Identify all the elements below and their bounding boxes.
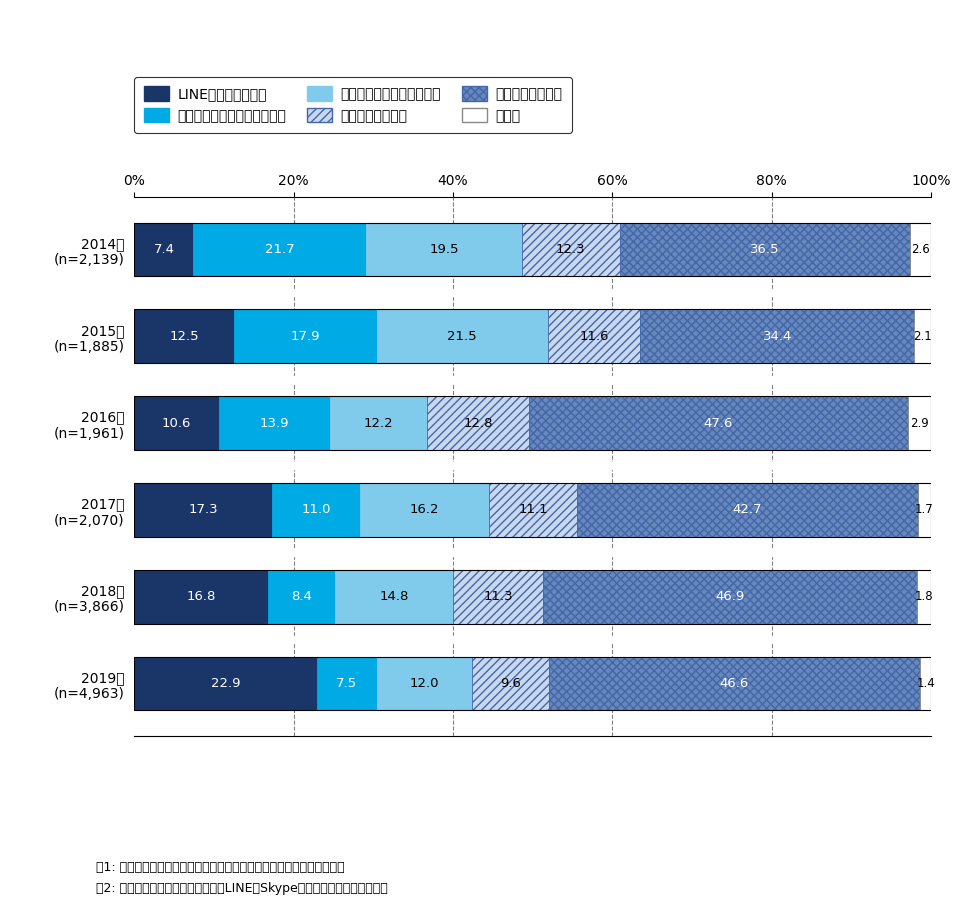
Bar — [134, 483, 931, 536]
Text: 16.8: 16.8 — [186, 590, 216, 603]
Bar — [329, 396, 427, 450]
Text: 2.6: 2.6 — [911, 243, 930, 256]
Bar — [453, 570, 543, 623]
Text: 11.1: 11.1 — [518, 503, 548, 517]
Bar — [134, 657, 931, 710]
Bar — [268, 570, 335, 623]
Text: 1.7: 1.7 — [915, 503, 934, 517]
Text: 12.0: 12.0 — [410, 677, 439, 690]
Text: 12.2: 12.2 — [364, 416, 393, 430]
Text: 12.5: 12.5 — [169, 330, 199, 343]
Text: 13.9: 13.9 — [259, 416, 289, 430]
Bar — [367, 222, 521, 276]
Text: 注1: スマホ・ケータイ所有者で，それぞれの連絡相手がいる人が回答。
注2: スマホ・ケータイでの通話は，LINEやSkypeなどを用いた通話も含む。
注3:「: 注1: スマホ・ケータイ所有者で，それぞれの連絡相手がいる人が回答。 注2: ス… — [96, 861, 466, 897]
Text: 22.9: 22.9 — [211, 677, 240, 690]
Bar — [543, 570, 917, 623]
Text: 10.6: 10.6 — [162, 416, 191, 430]
Text: 9.6: 9.6 — [500, 677, 521, 690]
Bar — [376, 657, 472, 710]
Bar — [134, 396, 931, 450]
Text: 46.6: 46.6 — [720, 677, 749, 690]
Text: 7.4: 7.4 — [154, 243, 175, 256]
Text: 2.9: 2.9 — [910, 416, 929, 430]
Bar — [134, 657, 317, 710]
Text: 17.3: 17.3 — [188, 503, 218, 517]
Text: 2.1: 2.1 — [914, 330, 932, 343]
Text: 17.9: 17.9 — [291, 330, 320, 343]
Text: 36.5: 36.5 — [751, 243, 780, 256]
Bar — [920, 657, 931, 710]
Bar — [234, 309, 376, 363]
Text: 47.6: 47.6 — [704, 416, 733, 430]
Bar — [134, 570, 931, 623]
Bar — [577, 483, 918, 536]
Text: 12.8: 12.8 — [463, 416, 492, 430]
Bar — [619, 222, 910, 276]
Bar — [335, 570, 453, 623]
Bar — [640, 309, 915, 363]
Text: 34.4: 34.4 — [763, 330, 792, 343]
Bar — [360, 483, 489, 536]
Text: 1.8: 1.8 — [915, 590, 933, 603]
Text: 21.7: 21.7 — [265, 243, 295, 256]
Bar — [134, 396, 219, 450]
Text: 14.8: 14.8 — [379, 590, 409, 603]
Text: 46.9: 46.9 — [715, 590, 745, 603]
Text: 16.2: 16.2 — [410, 503, 439, 517]
Bar — [548, 309, 640, 363]
Bar — [134, 309, 931, 363]
Text: 11.6: 11.6 — [580, 330, 609, 343]
Bar — [193, 222, 367, 276]
Text: 1.4: 1.4 — [916, 677, 935, 690]
Bar — [134, 222, 931, 276]
Text: 11.0: 11.0 — [301, 503, 331, 517]
Bar — [910, 222, 931, 276]
Bar — [918, 483, 931, 536]
Bar — [489, 483, 577, 536]
Bar — [273, 483, 360, 536]
Bar — [915, 309, 931, 363]
Bar — [134, 483, 273, 536]
Bar — [317, 657, 376, 710]
Text: 8.4: 8.4 — [291, 590, 312, 603]
Bar — [472, 657, 549, 710]
Bar — [134, 570, 268, 623]
Text: 12.3: 12.3 — [556, 243, 586, 256]
Text: 42.7: 42.7 — [732, 503, 762, 517]
Bar — [376, 309, 548, 363]
Bar — [427, 396, 529, 450]
Text: 11.3: 11.3 — [483, 590, 513, 603]
Bar — [908, 396, 931, 450]
Bar — [219, 396, 329, 450]
Legend: LINEでのメッセージ, スマホ・ケータイでのメール, スマホ・ケータイでの通話, 固定電話での通話, 直接会って伝える, その他: LINEでのメッセージ, スマホ・ケータイでのメール, スマホ・ケータイでの通話… — [134, 77, 572, 133]
Text: 7.5: 7.5 — [336, 677, 357, 690]
Text: 19.5: 19.5 — [429, 243, 459, 256]
Bar — [529, 396, 908, 450]
Bar — [134, 222, 193, 276]
Bar — [521, 222, 619, 276]
Bar — [549, 657, 920, 710]
Text: 21.5: 21.5 — [447, 330, 477, 343]
Bar — [134, 309, 234, 363]
Bar — [917, 570, 931, 623]
